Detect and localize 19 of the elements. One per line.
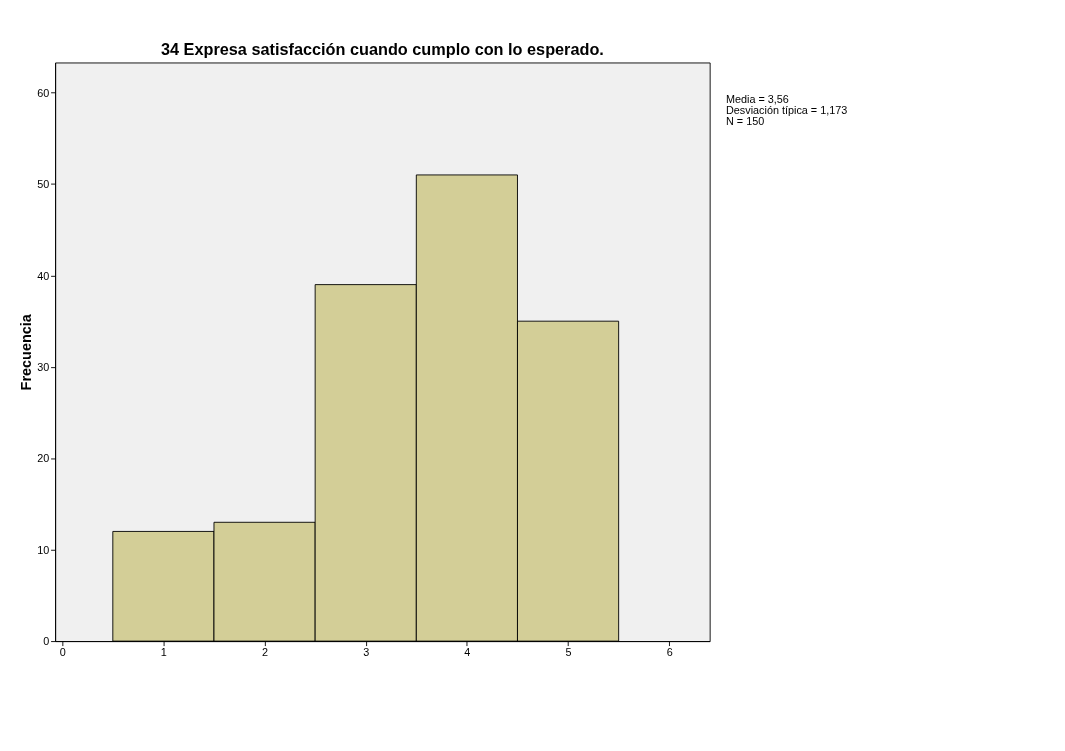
y-tick-label: 40	[37, 269, 50, 282]
text: Media = 3,56	[725, 93, 789, 106]
x-tick-label: 4	[464, 646, 471, 659]
y-tick-label: 20	[37, 452, 50, 465]
text: Desviación típica = 1,173	[725, 104, 848, 117]
y-tick-label: 30	[37, 360, 50, 373]
x-tick-label: 1	[160, 646, 167, 659]
y-tick-label: 10	[37, 543, 50, 556]
x-tick-label: 2	[262, 646, 269, 659]
y-axis-title: Frecuencia	[17, 313, 34, 391]
y-tick-label: 0	[43, 635, 50, 648]
text: N = 150	[725, 114, 765, 127]
x-tick-label: 5	[565, 646, 572, 659]
chart-title: 34 Expresa satisfacción cuando cumplo con lo esperado.	[160, 40, 604, 59]
x-tick-label: 3	[363, 646, 370, 659]
y-tick-label: 60	[37, 86, 50, 99]
x-tick-label: 0	[59, 646, 66, 659]
x-tick-label: 6	[666, 646, 673, 659]
y-tick-label: 50	[37, 178, 50, 191]
